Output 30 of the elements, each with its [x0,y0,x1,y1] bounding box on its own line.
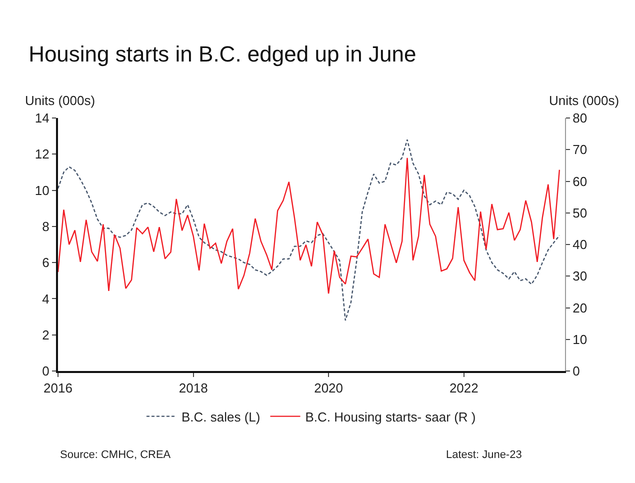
y-axis-title: Units (000s) [25,93,96,108]
y2-tick-label: 70 [572,142,588,158]
x-tick-label: 2022 [449,380,478,396]
y-tick-label: 12 [34,146,50,162]
y-tick-label: 6 [42,255,50,270]
source-note: Source: CMHC, CREA [60,449,172,461]
y2-tick-label: 30 [572,268,588,284]
y2-axis-title: Units (000s) [549,93,620,108]
text: Latest: June-23 [446,449,522,461]
y-tick-label: 4 [42,291,50,306]
y-tick-label: 14 [34,110,50,126]
y2-tick-label: 50 [572,205,588,220]
y-tick-label: 2 [42,327,50,342]
line-series [58,139,560,321]
y-tick-label: 8 [42,218,50,234]
y2-tick-label: 80 [572,110,588,126]
y2-tick-label: 0 [572,364,580,379]
y-tick-label: 0 [42,364,50,379]
line-series [58,157,560,294]
y2-tick-label: 20 [572,300,588,316]
x-tick-label: 2016 [44,380,72,396]
y2-tick-label: 40 [572,237,588,252]
x-tick-label: 2020 [314,380,343,396]
legend-label: B.C. Housing starts- saar (R ) [305,409,476,424]
y-tick-label: 10 [34,182,50,198]
x-tick-label: 2018 [178,380,208,396]
y2-tick-label: 10 [572,332,588,347]
chart-title: Housing starts in B.C. edged up in June [28,41,416,66]
legend-label: B.C. sales (L) [182,409,260,424]
y2-tick-label: 60 [572,174,588,189]
